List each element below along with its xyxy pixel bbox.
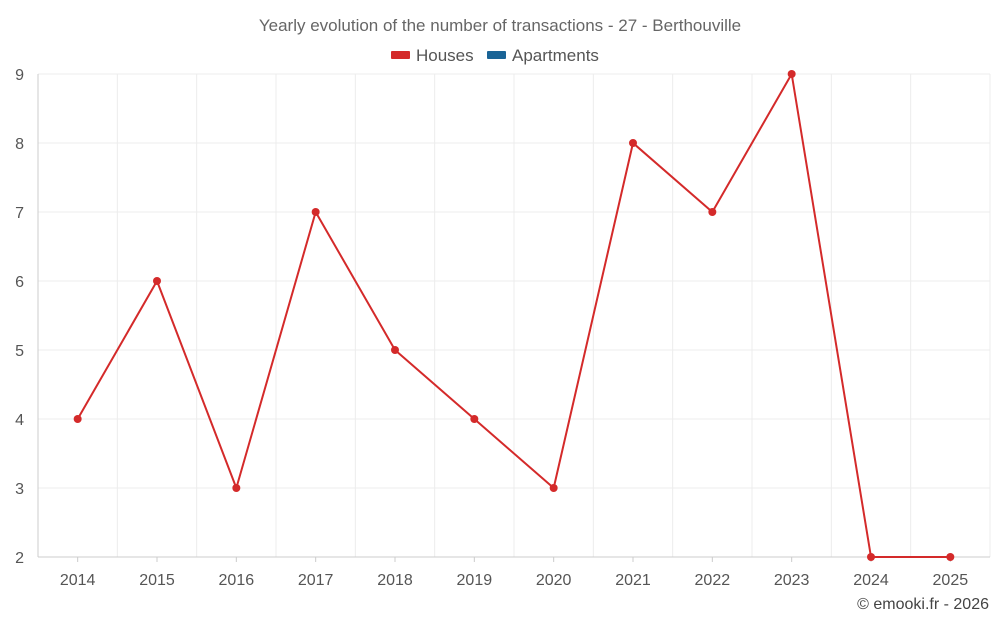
legend: Houses Apartments <box>391 46 599 65</box>
axes: 2 3 4 5 6 7 8 9 2014 2015 2016 2017 2018 2019 2020 2021… <box>15 67 990 589</box>
y-tick-label: 2 <box>15 550 24 567</box>
data-point-houses-2021[interactable] <box>629 139 637 147</box>
x-tick-label: 2022 <box>695 572 731 589</box>
y-tick-label: 4 <box>15 412 24 429</box>
data-point-houses-2023[interactable] <box>787 70 796 78</box>
x-tick-label: 2016 <box>219 572 255 589</box>
data-point-houses-2017[interactable] <box>311 208 320 216</box>
chart-title: Yearly evolution of the number of transa… <box>259 16 741 35</box>
data-point-houses-2020[interactable] <box>549 484 558 492</box>
data-point-houses-2018[interactable] <box>391 346 399 354</box>
y-tick-label: 5 <box>15 343 24 360</box>
x-tick-label: 2019 <box>457 572 493 589</box>
legend-swatch-apartments <box>487 51 506 59</box>
x-tick-label: 2025 <box>933 572 969 589</box>
y-tick-label: 9 <box>15 67 24 84</box>
data-point-houses-2015[interactable] <box>153 277 161 285</box>
legend-item-houses[interactable]: Houses <box>391 46 474 65</box>
legend-item-apartments[interactable]: Apartments <box>487 46 599 65</box>
x-tick-label: 2017 <box>298 572 334 589</box>
y-tick-label: 3 <box>15 481 24 498</box>
x-tick-label: 2014 <box>60 572 96 589</box>
data-point-houses-2016[interactable] <box>232 484 241 492</box>
data-point-houses-2019[interactable] <box>470 415 479 423</box>
legend-swatch-houses <box>391 51 410 59</box>
legend-label-apartments: Apartments <box>512 46 599 65</box>
data-point-houses-2024[interactable] <box>867 553 875 561</box>
series-line-houses <box>76 73 951 558</box>
y-tick-label: 6 <box>15 274 24 291</box>
legend-label-houses: Houses <box>416 46 474 65</box>
x-tick-label: 2020 <box>536 572 572 589</box>
data-point-houses-2025[interactable] <box>946 553 955 561</box>
data-point-houses-2014[interactable] <box>73 415 82 423</box>
x-tick-label: 2015 <box>139 572 175 589</box>
y-tick-label: 8 <box>15 136 24 153</box>
series <box>73 70 955 561</box>
credit-label: © emooki.fr - 2026 <box>857 596 989 613</box>
x-tick-label: 2021 <box>615 572 651 589</box>
y-tick-label: 7 <box>15 205 24 222</box>
data-point-houses-2022[interactable] <box>708 208 717 216</box>
x-tick-label: 2024 <box>853 572 889 589</box>
x-tick-label: 2023 <box>774 572 810 589</box>
x-tick-label: 2018 <box>377 572 413 589</box>
grid <box>37 73 991 558</box>
